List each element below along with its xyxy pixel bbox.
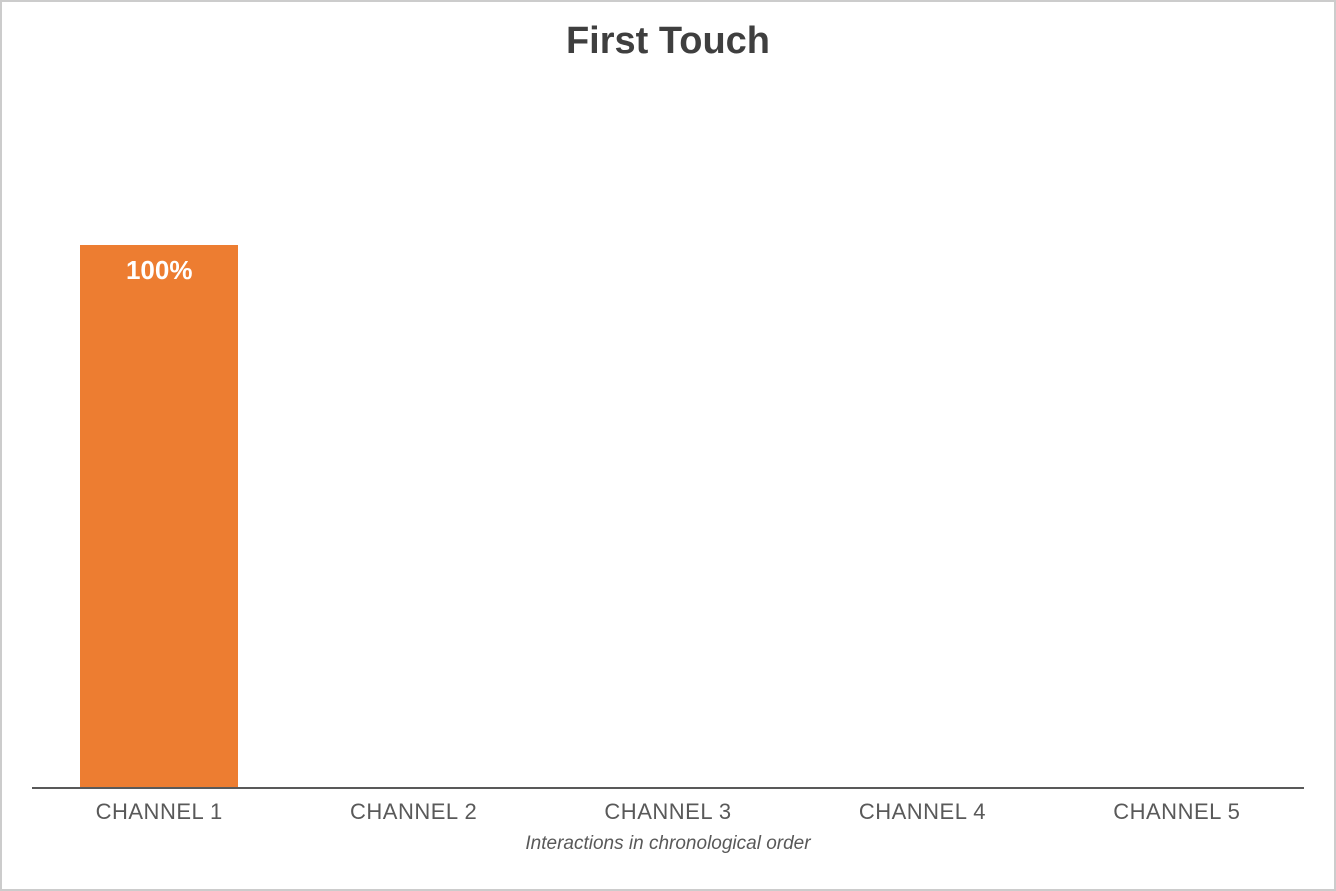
bars-row: 100% [32, 82, 1304, 789]
x-axis-labels: CHANNEL 1 CHANNEL 2 CHANNEL 3 CHANNEL 4 … [32, 799, 1304, 825]
bar-1: 100% [80, 245, 238, 789]
plot-area: 100% [32, 82, 1304, 789]
x-label-3: CHANNEL 3 [541, 799, 795, 825]
bar-slot-1: 100% [32, 82, 286, 789]
bar-slot-3 [541, 82, 795, 789]
bar-slot-5 [1050, 82, 1304, 789]
bar-slot-4 [795, 82, 1049, 789]
x-label-4: CHANNEL 4 [795, 799, 1049, 825]
x-axis-line [32, 787, 1304, 789]
x-axis-caption: Interactions in chronological order [2, 833, 1334, 855]
x-label-1: CHANNEL 1 [32, 799, 286, 825]
x-label-5: CHANNEL 5 [1050, 799, 1304, 825]
x-label-2: CHANNEL 2 [286, 799, 540, 825]
chart-title: First Touch [2, 20, 1334, 63]
bar-slot-2 [286, 82, 540, 789]
chart-frame: First Touch 100% [0, 0, 1336, 891]
bar-1-label: 100% [80, 255, 238, 286]
